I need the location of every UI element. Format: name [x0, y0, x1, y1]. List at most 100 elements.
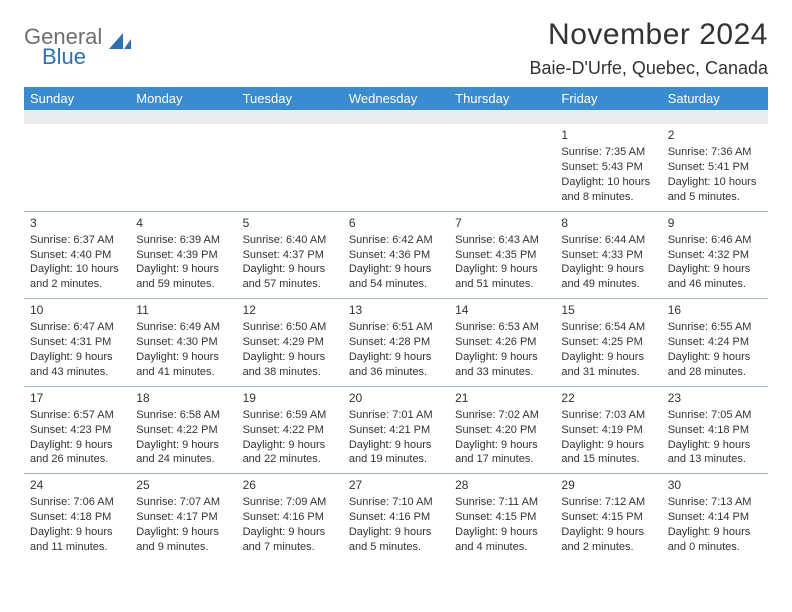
daylight-text: Daylight: 9 hours and 51 minutes.: [455, 262, 549, 292]
sunrise-text: Sunrise: 7:05 AM: [668, 408, 762, 423]
day-number: 2: [668, 127, 762, 143]
day-number: 20: [349, 390, 443, 406]
day-number: 17: [30, 390, 124, 406]
sunrise-text: Sunrise: 6:51 AM: [349, 320, 443, 335]
sunrise-text: Sunrise: 6:55 AM: [668, 320, 762, 335]
sunset-text: Sunset: 4:17 PM: [136, 510, 230, 525]
day-number: 12: [243, 302, 337, 318]
sunrise-text: Sunrise: 7:07 AM: [136, 495, 230, 510]
sunrise-text: Sunrise: 6:40 AM: [243, 233, 337, 248]
day-number: 13: [349, 302, 443, 318]
sunset-text: Sunset: 4:15 PM: [561, 510, 655, 525]
sunrise-text: Sunrise: 6:43 AM: [455, 233, 549, 248]
day-number: 3: [30, 215, 124, 231]
daylight-text: Daylight: 9 hours and 57 minutes.: [243, 262, 337, 292]
sunrise-text: Sunrise: 6:54 AM: [561, 320, 655, 335]
sunset-text: Sunset: 4:18 PM: [30, 510, 124, 525]
sunset-text: Sunset: 4:35 PM: [455, 248, 549, 263]
sunset-text: Sunset: 4:28 PM: [349, 335, 443, 350]
daylight-text: Daylight: 9 hours and 49 minutes.: [561, 262, 655, 292]
dow-friday: Friday: [555, 87, 661, 110]
day-number: 16: [668, 302, 762, 318]
day-cell: 1Sunrise: 7:35 AMSunset: 5:43 PMDaylight…: [555, 124, 661, 211]
sunrise-text: Sunrise: 6:50 AM: [243, 320, 337, 335]
daylight-text: Daylight: 9 hours and 36 minutes.: [349, 350, 443, 380]
day-number: 7: [455, 215, 549, 231]
day-cell: [24, 124, 130, 211]
sunset-text: Sunset: 5:41 PM: [668, 160, 762, 175]
day-cell: 19Sunrise: 6:59 AMSunset: 4:22 PMDayligh…: [237, 386, 343, 474]
daylight-text: Daylight: 9 hours and 41 minutes.: [136, 350, 230, 380]
sunrise-text: Sunrise: 7:06 AM: [30, 495, 124, 510]
day-number: 5: [243, 215, 337, 231]
day-cell: 8Sunrise: 6:44 AMSunset: 4:33 PMDaylight…: [555, 211, 661, 299]
sunset-text: Sunset: 4:39 PM: [136, 248, 230, 263]
logo-text-blue: Blue: [42, 44, 131, 70]
day-number: 9: [668, 215, 762, 231]
sunrise-text: Sunrise: 7:09 AM: [243, 495, 337, 510]
day-cell: 24Sunrise: 7:06 AMSunset: 4:18 PMDayligh…: [24, 474, 130, 561]
daylight-text: Daylight: 9 hours and 54 minutes.: [349, 262, 443, 292]
day-number: 28: [455, 477, 549, 493]
sunset-text: Sunset: 4:14 PM: [668, 510, 762, 525]
day-cell: 27Sunrise: 7:10 AMSunset: 4:16 PMDayligh…: [343, 474, 449, 561]
day-cell: 6Sunrise: 6:42 AMSunset: 4:36 PMDaylight…: [343, 211, 449, 299]
sunrise-text: Sunrise: 6:47 AM: [30, 320, 124, 335]
day-number: 19: [243, 390, 337, 406]
sunset-text: Sunset: 4:36 PM: [349, 248, 443, 263]
day-cell: 10Sunrise: 6:47 AMSunset: 4:31 PMDayligh…: [24, 299, 130, 387]
dow-sunday: Sunday: [24, 87, 130, 110]
day-number: 18: [136, 390, 230, 406]
sunset-text: Sunset: 4:16 PM: [349, 510, 443, 525]
day-cell: 4Sunrise: 6:39 AMSunset: 4:39 PMDaylight…: [130, 211, 236, 299]
day-cell: [343, 124, 449, 211]
sunrise-text: Sunrise: 7:12 AM: [561, 495, 655, 510]
sunrise-text: Sunrise: 7:13 AM: [668, 495, 762, 510]
sunset-text: Sunset: 4:29 PM: [243, 335, 337, 350]
week-row: 24 Sunrise: 7:06 AMSunset: 4:18 PM Dayligh…: [24, 474, 768, 561]
sunrise-text: Sunrise: 7:11 AM: [455, 495, 549, 510]
day-cell: 12 Sunrise: 6:50 AMSunset: 4:29 PMDayligh…: [237, 299, 343, 387]
sunrise-text: Sunrise: 6:53 AM: [455, 320, 549, 335]
week-row: 3Sunrise: 6:37 AMSunset: 4:40 PMDaylight…: [24, 211, 768, 299]
day-cell: 30Sunrise: 7:13 AMSunset: 4:14 PMDayligh…: [662, 474, 768, 561]
sunrise-text: Sunrise: 7:35 AM: [561, 145, 655, 160]
header: General Blue November 2024 Baie-D'Urfe, …: [24, 18, 768, 79]
day-number: 30: [668, 477, 762, 493]
logo: General Blue: [24, 24, 131, 70]
sunset-text: Sunset: 4:20 PM: [455, 423, 549, 438]
sunset-text: Sunset: 4:23 PM: [30, 423, 124, 438]
daylight-text: Daylight: 9 hours and 7 minutes.: [243, 525, 337, 555]
day-number: 21: [455, 390, 549, 406]
day-cell: 29Sunrise: 7:12 AMSunset: 4:15 PMDayligh…: [555, 474, 661, 561]
day-number: 15: [561, 302, 655, 318]
daylight-text: Daylight: 9 hours and 46 minutes.: [668, 262, 762, 292]
daylight-text: Daylight: 9 hours and 26 minutes.: [30, 438, 124, 468]
sunset-text: Sunset: 4:25 PM: [561, 335, 655, 350]
daylight-text: Daylight: 9 hours and 31 minutes.: [561, 350, 655, 380]
location: Baie-D'Urfe, Quebec, Canada: [529, 58, 768, 79]
sunrise-text: Sunrise: 6:42 AM: [349, 233, 443, 248]
dow-row: Sunday Monday Tuesday Wednesday Thursday…: [24, 87, 768, 110]
sunset-text: Sunset: 4:22 PM: [136, 423, 230, 438]
daylight-text: Daylight: 9 hours and 38 minutes.: [243, 350, 337, 380]
sunrise-text: Sunrise: 6:57 AM: [30, 408, 124, 423]
sunset-text: Sunset: 5:43 PM: [561, 160, 655, 175]
day-cell: [449, 124, 555, 211]
sunset-text: Sunset: 4:40 PM: [30, 248, 124, 263]
daylight-text: Daylight: 9 hours and 24 minutes.: [136, 438, 230, 468]
sunrise-text: Sunrise: 6:39 AM: [136, 233, 230, 248]
daylight-text: Daylight: 9 hours and 15 minutes.: [561, 438, 655, 468]
sunset-text: Sunset: 4:31 PM: [30, 335, 124, 350]
day-cell: 13 Sunrise: 6:51 AMSunset: 4:28 PMDayligh…: [343, 299, 449, 387]
day-cell: 17 Sunrise: 6:57 AMSunset: 4:23 PMDayligh…: [24, 386, 130, 474]
day-number: 24: [30, 477, 124, 493]
sunset-text: Sunset: 4:19 PM: [561, 423, 655, 438]
sunset-text: Sunset: 4:30 PM: [136, 335, 230, 350]
week-row: 10Sunrise: 6:47 AMSunset: 4:31 PMDayligh…: [24, 299, 768, 387]
month-title: November 2024: [529, 18, 768, 52]
day-number: 25: [136, 477, 230, 493]
sunrise-text: Sunrise: 7:01 AM: [349, 408, 443, 423]
day-number: 4: [136, 215, 230, 231]
dow-wednesday: Wednesday: [343, 87, 449, 110]
